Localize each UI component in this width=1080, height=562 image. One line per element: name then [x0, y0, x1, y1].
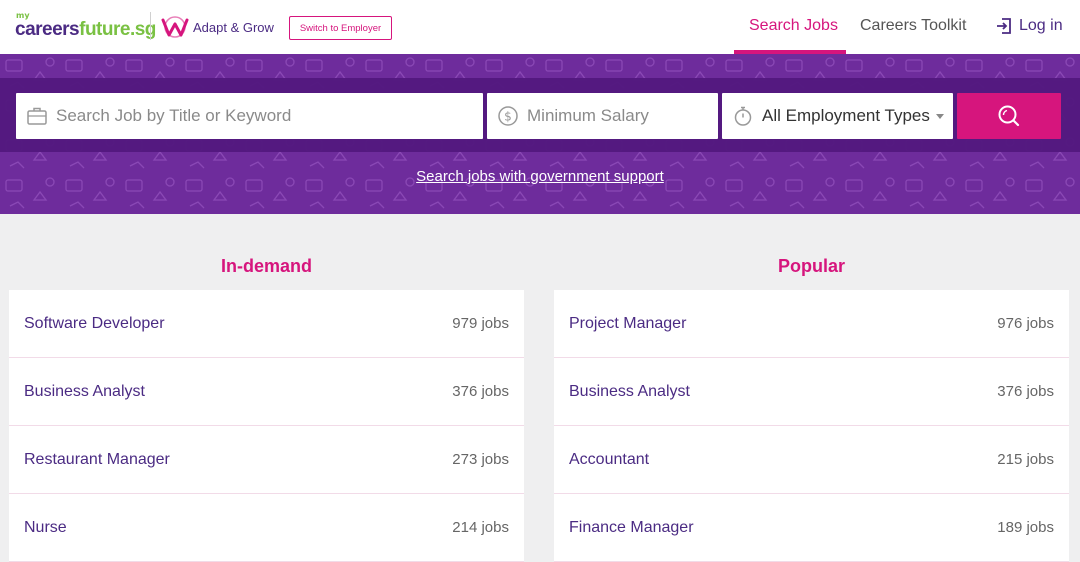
top-header: my careersfuture.sg Adapt & Grow Switch … [0, 0, 1080, 54]
employment-type-select[interactable]: All Employment Types [722, 93, 953, 139]
job-title: Accountant [569, 450, 650, 468]
search-hero: $ All Employment Types Search jobs with … [0, 54, 1080, 214]
job-count: 979 jobs [452, 315, 509, 332]
list-item[interactable]: Accountant 215 jobs [554, 426, 1069, 494]
job-count: 215 jobs [997, 451, 1054, 468]
job-title: Nurse [24, 518, 67, 536]
list-item[interactable]: Restaurant Manager 273 jobs [9, 426, 524, 494]
job-title: Software Developer [24, 314, 165, 332]
nav-active-indicator [734, 50, 846, 54]
logo-divider [150, 12, 151, 40]
search-button[interactable] [957, 93, 1061, 139]
nav-login[interactable]: Log in [995, 17, 1063, 35]
svg-text:$: $ [504, 110, 512, 124]
employment-type-value: All Employment Types [762, 106, 930, 125]
login-icon [997, 18, 1011, 34]
mycareersfuture-logo[interactable]: my careersfuture.sg [15, 10, 156, 42]
switch-to-employer-button[interactable]: Switch to Employer [289, 16, 392, 40]
job-title: Project Manager [569, 314, 687, 332]
in-demand-list: Software Developer 979 jobs Business Ana… [9, 290, 524, 562]
keyword-search-input[interactable] [56, 106, 483, 126]
job-count: 976 jobs [997, 315, 1054, 332]
logo-part1: careers [15, 19, 80, 40]
keyword-field[interactable] [16, 93, 483, 139]
briefcase-icon [27, 107, 47, 125]
popular-heading: Popular [777, 256, 845, 276]
list-item[interactable]: Business Analyst 376 jobs [9, 358, 524, 426]
logo-prefix: my [16, 11, 30, 20]
minimum-salary-input[interactable] [527, 106, 718, 126]
in-demand-heading: In-demand [220, 256, 312, 276]
logo-wordmark: careersfuture.sg [15, 19, 156, 41]
job-count: 273 jobs [452, 451, 509, 468]
list-item[interactable]: Nurse 214 jobs [9, 494, 524, 562]
list-item[interactable]: Finance Manager 189 jobs [554, 494, 1069, 562]
nav-search-jobs[interactable]: Search Jobs [749, 17, 838, 34]
job-title: Restaurant Manager [24, 450, 170, 468]
list-item[interactable]: Project Manager 976 jobs [554, 290, 1069, 358]
job-count: 376 jobs [997, 383, 1054, 400]
job-count: 376 jobs [452, 383, 509, 400]
stopwatch-icon [734, 106, 752, 126]
government-support-link[interactable]: Search jobs with government support [416, 168, 664, 185]
adapt-and-grow-logo[interactable]: Adapt & Grow [160, 14, 274, 40]
list-item[interactable]: Business Analyst 376 jobs [554, 358, 1069, 426]
logo-part2: future.sg [79, 19, 156, 40]
adapt-grow-icon [161, 16, 189, 38]
dollar-icon: $ [498, 106, 518, 126]
popular-list: Project Manager 976 jobs Business Analys… [554, 290, 1069, 562]
job-count: 214 jobs [452, 519, 509, 536]
job-title: Business Analyst [24, 382, 145, 400]
job-title: Business Analyst [569, 382, 690, 400]
chevron-down-icon [935, 113, 944, 119]
adapt-grow-label: Adapt & Grow [193, 19, 274, 35]
login-label: Log in [1019, 17, 1063, 34]
search-icon [998, 105, 1020, 127]
job-title: Finance Manager [569, 518, 694, 536]
job-count: 189 jobs [997, 519, 1054, 536]
salary-field[interactable]: $ [487, 93, 718, 139]
list-item[interactable]: Software Developer 979 jobs [9, 290, 524, 358]
nav-careers-toolkit[interactable]: Careers Toolkit [860, 17, 967, 34]
